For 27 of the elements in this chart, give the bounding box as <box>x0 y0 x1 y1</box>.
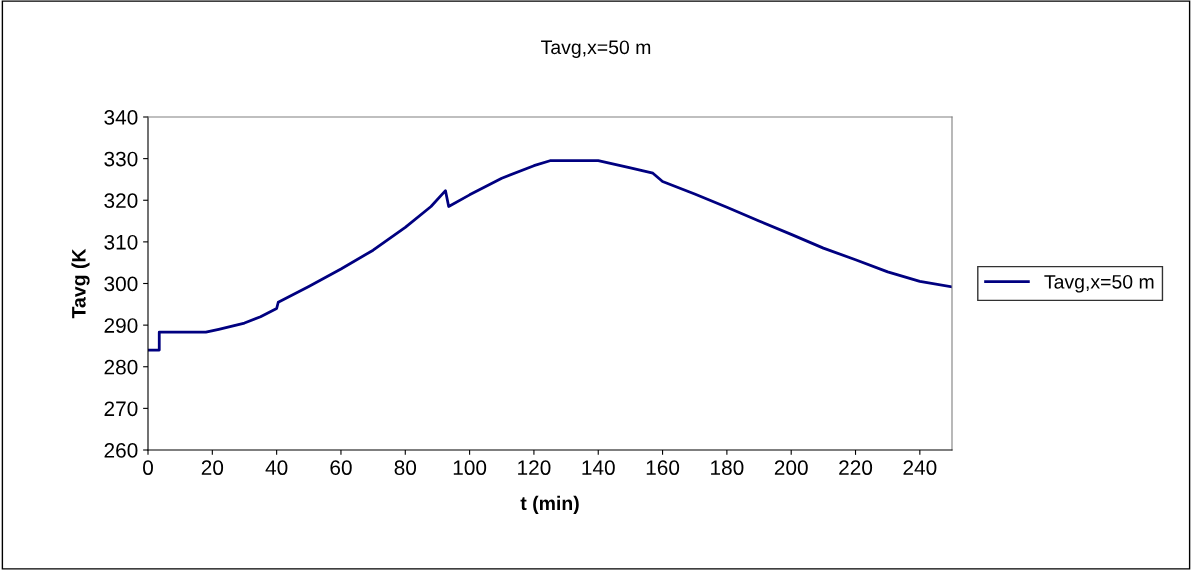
x-tick-label: 160 <box>646 460 680 476</box>
y-tick-label: 270 <box>104 401 138 417</box>
x-tick-label: 120 <box>518 460 551 476</box>
chart-title: Tavg,x=50 m <box>541 40 651 59</box>
y-tick-label: 280 <box>104 359 138 375</box>
x-tick-label: 80 <box>394 460 417 476</box>
x-tick-label: 200 <box>774 460 808 476</box>
y-tick-label: 320 <box>104 193 138 208</box>
y-tick-label: 330 <box>104 151 138 167</box>
y-tick-label: 260 <box>104 443 138 458</box>
x-tick-label: 100 <box>453 460 487 476</box>
x-tick-label: 40 <box>265 460 288 476</box>
x-tick-label: 0 <box>143 460 153 476</box>
y-tick-label: 290 <box>104 318 138 333</box>
y-axis-title: Tavg (K <box>71 248 90 319</box>
x-tick-label: 240 <box>903 460 937 476</box>
line-series <box>148 159 952 352</box>
x-tick-label: 220 <box>839 460 873 476</box>
x-tick-label: 20 <box>201 460 224 476</box>
legend-label: Tavg,x=50 m <box>1044 274 1154 293</box>
y-tick-label: 310 <box>104 234 138 250</box>
x-axis-title: t (min) <box>520 495 579 514</box>
x-tick-label: 60 <box>330 460 352 476</box>
x-tick-label: 180 <box>711 460 744 476</box>
x-tick-label: 140 <box>582 460 615 476</box>
y-tick-label: 300 <box>104 276 138 292</box>
y-tick-label: 340 <box>104 110 138 125</box>
